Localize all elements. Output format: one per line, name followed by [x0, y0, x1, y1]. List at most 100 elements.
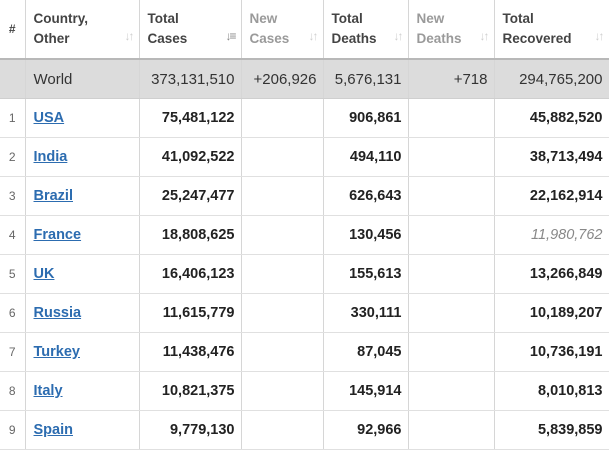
country-link[interactable]: Brazil	[33, 188, 74, 204]
table-row: 2 India 41,092,522 494,110 38,713,494	[0, 137, 609, 177]
sort-arrows-icon[interactable]: ↓↑	[393, 29, 404, 43]
rank-header-label: #	[8, 22, 16, 36]
country-cell: Russia	[25, 293, 140, 333]
country-link[interactable]: India	[33, 149, 68, 165]
country-link[interactable]: France	[33, 227, 82, 243]
table-row: 5 UK 16,406,123 155,613 13,266,849	[0, 254, 609, 294]
table-row: 4 France 18,808,625 130,456 11,980,762	[0, 215, 609, 255]
new-deaths-header-line2: Deaths	[416, 31, 462, 46]
table-row: 1 USA 75,481,122 906,861 45,882,520	[0, 98, 609, 138]
total-cases-cell: 10,821,375	[139, 371, 242, 411]
column-header-rank[interactable]: #	[0, 0, 26, 60]
total-recovered-cell: 11,980,762	[494, 215, 609, 255]
new-cases-cell	[241, 215, 324, 255]
total-recovered-header-line2: Recovered	[502, 31, 572, 46]
sort-arrows-icon[interactable]: ↓↑	[124, 29, 135, 43]
total-deaths-cell: 155,613	[323, 254, 409, 294]
new-cases-cell	[241, 137, 324, 177]
rank-cell: 2	[0, 137, 26, 177]
column-header-total-deaths[interactable]: Total Deaths ↓↑	[323, 0, 409, 60]
total-deaths-cell: 626,643	[323, 176, 409, 216]
sort-arrows-icon[interactable]: ↓↑	[308, 29, 319, 43]
world-total-cases: 373,131,510	[139, 59, 242, 99]
total-cases-header-line2: Cases	[147, 31, 188, 46]
country-link[interactable]: Spain	[33, 422, 73, 438]
new-cases-cell	[241, 293, 324, 333]
total-recovered-header-line1: Total	[502, 11, 534, 26]
column-header-total-recovered[interactable]: Total Recovered ↓↑	[494, 0, 609, 60]
rank-cell: 8	[0, 371, 26, 411]
total-recovered-cell: 10,736,191	[494, 332, 609, 372]
total-cases-cell: 75,481,122	[139, 98, 242, 138]
total-cases-cell: 41,092,522	[139, 137, 242, 177]
country-cell: Turkey	[25, 332, 140, 372]
total-cases-cell: 9,779,130	[139, 410, 242, 450]
total-deaths-cell: 130,456	[323, 215, 409, 255]
world-new-deaths: +718	[408, 59, 495, 99]
table-row: 7 Turkey 11,438,476 87,045 10,736,191	[0, 332, 609, 372]
new-cases-cell	[241, 371, 324, 411]
new-deaths-cell	[408, 332, 495, 372]
new-deaths-cell	[408, 410, 495, 450]
sort-arrows-icon[interactable]: ↓↑	[594, 29, 605, 43]
total-deaths-cell: 92,966	[323, 410, 409, 450]
table-header-row: # Country, Other ↓↑ Total Cases ↓≡ New Case…	[0, 0, 609, 60]
total-recovered-cell: 45,882,520	[494, 98, 609, 138]
total-recovered-cell: 8,010,813	[494, 371, 609, 411]
country-header-line1: Country,	[33, 11, 89, 26]
new-deaths-cell	[408, 254, 495, 294]
table-row: 8 Italy 10,821,375 145,914 8,010,813	[0, 371, 609, 411]
new-deaths-cell	[408, 98, 495, 138]
country-cell: UK	[25, 254, 140, 294]
total-deaths-header-line2: Deaths	[331, 31, 377, 46]
new-cases-cell	[241, 254, 324, 294]
country-link[interactable]: Italy	[33, 383, 63, 399]
new-cases-header-line2: Cases	[249, 31, 290, 46]
total-recovered-cell: 10,189,207	[494, 293, 609, 333]
column-header-total-cases[interactable]: Total Cases ↓≡	[139, 0, 242, 60]
total-cases-cell: 18,808,625	[139, 215, 242, 255]
total-cases-cell: 25,247,477	[139, 176, 242, 216]
new-deaths-cell	[408, 215, 495, 255]
new-deaths-cell	[408, 137, 495, 177]
world-rank-cell	[0, 59, 26, 99]
table-row: 6 Russia 11,615,779 330,111 10,189,207	[0, 293, 609, 333]
rank-cell: 7	[0, 332, 26, 372]
sort-arrows-icon[interactable]: ↓↑	[479, 29, 490, 43]
country-link[interactable]: Turkey	[33, 344, 80, 360]
total-recovered-cell: 22,162,914	[494, 176, 609, 216]
sort-desc-icon[interactable]: ↓≡	[225, 29, 236, 43]
table-row: 3 Brazil 25,247,477 626,643 22,162,914	[0, 176, 609, 216]
total-recovered-cell: 5,839,859	[494, 410, 609, 450]
total-deaths-cell: 87,045	[323, 332, 409, 372]
rank-cell: 5	[0, 254, 26, 294]
column-header-country[interactable]: Country, Other ↓↑	[25, 0, 140, 60]
total-deaths-cell: 145,914	[323, 371, 409, 411]
new-cases-cell	[241, 176, 324, 216]
rank-cell: 3	[0, 176, 26, 216]
table-row: 9 Spain 9,779,130 92,966 5,839,859	[0, 410, 609, 450]
country-cell: Brazil	[25, 176, 140, 216]
country-link[interactable]: USA	[33, 110, 65, 126]
total-recovered-cell: 38,713,494	[494, 137, 609, 177]
column-header-new-deaths[interactable]: New Deaths ↓↑	[408, 0, 495, 60]
total-deaths-cell: 330,111	[323, 293, 409, 333]
total-cases-cell: 11,438,476	[139, 332, 242, 372]
total-deaths-cell: 906,861	[323, 98, 409, 138]
country-link[interactable]: Russia	[33, 305, 82, 321]
world-total-recovered: 294,765,200	[494, 59, 609, 99]
total-deaths-header-line1: Total	[331, 11, 363, 26]
country-cell: India	[25, 137, 140, 177]
country-cell: USA	[25, 98, 140, 138]
country-link[interactable]: UK	[33, 266, 55, 282]
world-new-cases: +206,926	[241, 59, 324, 99]
rank-cell: 9	[0, 410, 26, 450]
total-cases-cell: 16,406,123	[139, 254, 242, 294]
country-cell: France	[25, 215, 140, 255]
column-header-new-cases[interactable]: New Cases ↓↑	[241, 0, 324, 60]
world-total-row: World 373,131,510 +206,926 5,676,131 +71…	[0, 59, 609, 99]
country-cell: Spain	[25, 410, 140, 450]
new-deaths-header-line1: New	[416, 11, 445, 26]
rank-cell: 4	[0, 215, 26, 255]
